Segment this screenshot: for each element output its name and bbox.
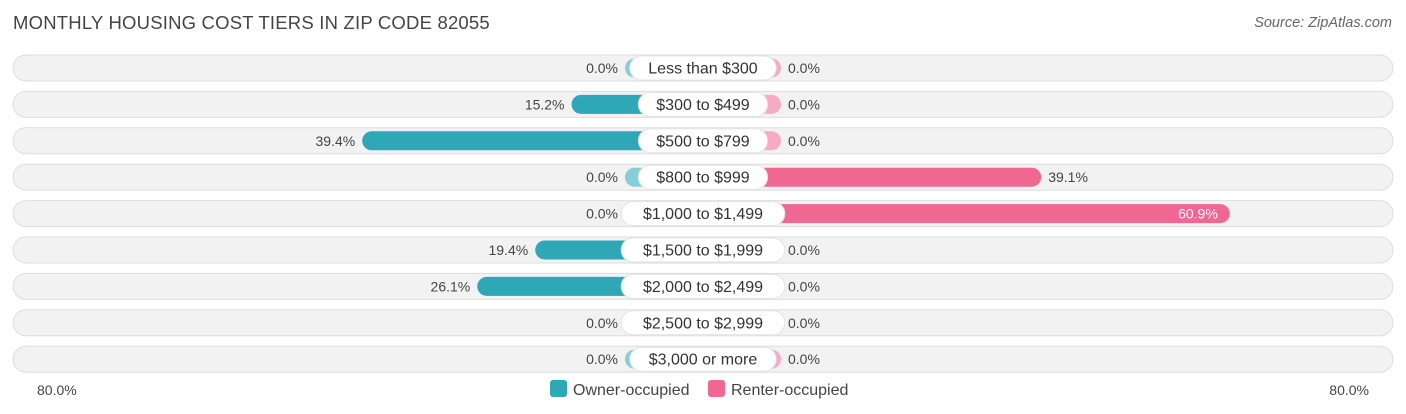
legend-label-renter: Renter-occupied xyxy=(731,382,848,399)
category-pill xyxy=(637,128,769,154)
owner-value-label: 39.4% xyxy=(315,133,355,149)
owner-value-label: 26.1% xyxy=(431,278,471,294)
renter-value-label: 0.0% xyxy=(788,315,820,331)
legend-swatch-renter xyxy=(708,380,725,397)
category-pill xyxy=(637,164,769,190)
category-pill xyxy=(620,273,786,299)
category-label: $1,500 to $1,999 xyxy=(643,243,763,260)
renter-value-label: 0.0% xyxy=(788,96,820,112)
category-label: $800 to $999 xyxy=(656,170,750,187)
category-pill xyxy=(620,201,786,227)
category-pill xyxy=(637,91,769,117)
legend-swatch-owner xyxy=(550,380,567,397)
renter-value-label: 39.1% xyxy=(1048,169,1088,185)
renter-value-label: 0.0% xyxy=(788,60,820,76)
category-pill xyxy=(620,237,786,263)
category-pill xyxy=(620,310,786,336)
renter-value-label: 0.0% xyxy=(788,351,820,367)
chart-title: MONTHLY HOUSING COST TIERS IN ZIP CODE 8… xyxy=(13,12,490,33)
owner-value-label: 0.0% xyxy=(586,206,618,222)
renter-bar xyxy=(693,204,1230,224)
chart-source: Source: ZipAtlas.com xyxy=(1254,15,1392,31)
axis-left-label: 80.0% xyxy=(37,382,77,398)
category-label: $1,000 to $1,499 xyxy=(643,206,763,223)
owner-value-label: 15.2% xyxy=(525,96,565,112)
category-label: $2,500 to $2,999 xyxy=(643,315,763,332)
category-label: $3,000 or more xyxy=(649,352,758,369)
category-label: Less than $300 xyxy=(648,61,758,78)
renter-bar xyxy=(693,167,1042,187)
category-label: $500 to $799 xyxy=(656,133,750,150)
renter-value-label: 60.9% xyxy=(1178,206,1218,222)
owner-value-label: 0.0% xyxy=(586,315,618,331)
owner-bar xyxy=(362,131,713,151)
category-label: $300 to $499 xyxy=(656,97,750,114)
renter-value-label: 0.0% xyxy=(788,133,820,149)
owner-value-label: 0.0% xyxy=(586,351,618,367)
category-pill xyxy=(629,346,777,372)
category-pill xyxy=(629,55,777,81)
renter-value-label: 0.0% xyxy=(788,278,820,294)
axis-right-label: 80.0% xyxy=(1329,382,1369,398)
owner-value-label: 0.0% xyxy=(586,169,618,185)
owner-value-label: 19.4% xyxy=(488,242,528,258)
category-label: $2,000 to $2,499 xyxy=(643,279,763,296)
legend-label-owner: Owner-occupied xyxy=(573,382,690,399)
renter-value-label: 0.0% xyxy=(788,242,820,258)
owner-value-label: 0.0% xyxy=(586,60,618,76)
